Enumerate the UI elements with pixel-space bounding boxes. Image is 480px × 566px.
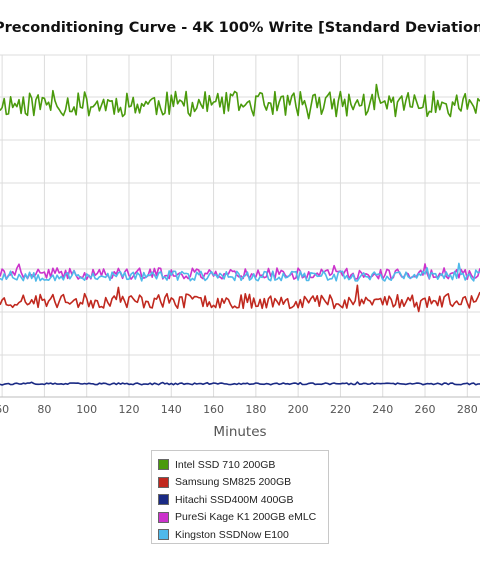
x-tick-label: 240 [372, 403, 393, 416]
legend-item: Hitachi SSD400M 400GB [158, 491, 322, 509]
x-tick-label: 80 [37, 403, 51, 416]
legend-label: Kingston SSDNow E100 [175, 528, 289, 541]
series-line [0, 381, 480, 386]
x-axis-label: Minutes [213, 424, 267, 440]
x-axis: 60 80 100 120 140 160 180 200 220 240 260 280 [0, 403, 478, 416]
series-lines [0, 83, 480, 386]
series-line [0, 284, 480, 313]
chart-title: Preconditioning Curve - 4K 100% Write [S… [0, 20, 480, 36]
x-tick-label: 100 [76, 403, 97, 416]
x-tick-label: 120 [118, 403, 139, 416]
legend-item: Samsung SM825 200GB [158, 474, 322, 492]
legend-label: PureSi Kage K1 200GB eMLC [175, 511, 317, 524]
gridlines [0, 54, 480, 398]
legend-swatch [158, 459, 169, 471]
legend: Intel SSD 710 200GB Samsung SM825 200GB … [151, 450, 329, 544]
legend-swatch [158, 511, 169, 523]
series-line [0, 83, 480, 120]
x-tick-label: 260 [415, 403, 436, 416]
series-line [0, 262, 480, 282]
legend-swatch [158, 529, 169, 541]
x-tick-label: 220 [330, 403, 351, 416]
legend-swatch [158, 476, 169, 488]
legend-item: Intel SSD 710 200GB [158, 456, 322, 474]
legend-item: PureSi Kage K1 200GB eMLC [158, 509, 322, 527]
plot-area: 60 80 100 120 140 160 180 200 220 240 260 280 [0, 54, 480, 416]
x-tick-label: 200 [288, 403, 309, 416]
x-tick-label: 160 [203, 403, 224, 416]
legend-item: Kingston SSDNow E100 [158, 526, 322, 544]
x-tick-label: 60 [0, 403, 9, 416]
x-tick-label: 180 [245, 403, 266, 416]
legend-swatch [158, 494, 169, 506]
legend-label: Intel SSD 710 200GB [175, 458, 276, 471]
x-tick-label: 140 [161, 403, 182, 416]
legend-label: Hitachi SSD400M 400GB [175, 493, 294, 506]
x-tick-label: 280 [457, 403, 478, 416]
legend-label: Samsung SM825 200GB [175, 476, 292, 489]
